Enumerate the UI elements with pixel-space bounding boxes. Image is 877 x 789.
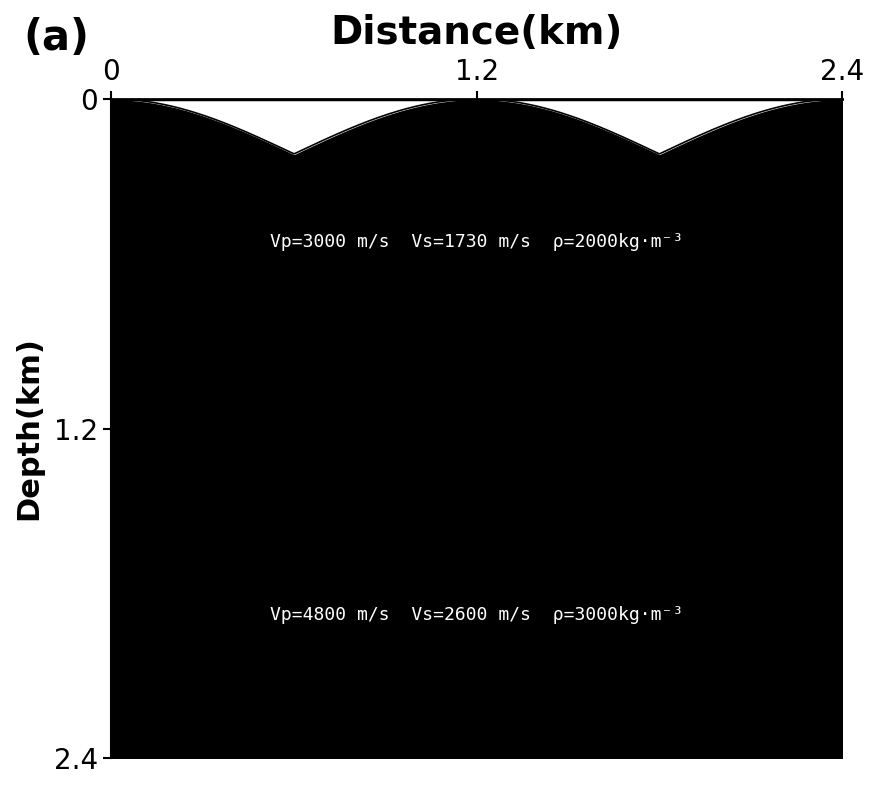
X-axis label: Distance(km): Distance(km) bbox=[330, 14, 622, 52]
Text: (a): (a) bbox=[24, 17, 89, 59]
Text: Vaccum: Vaccum bbox=[199, 713, 301, 737]
Text: Vp=3000 m/s  Vs=1730 m/s  ρ=2000kg·m⁻³: Vp=3000 m/s Vs=1730 m/s ρ=2000kg·m⁻³ bbox=[270, 233, 682, 251]
Y-axis label: Depth(km): Depth(km) bbox=[14, 337, 43, 521]
Text: Vp=4800 m/s  Vs=2600 m/s  ρ=3000kg·m⁻³: Vp=4800 m/s Vs=2600 m/s ρ=3000kg·m⁻³ bbox=[270, 606, 682, 624]
